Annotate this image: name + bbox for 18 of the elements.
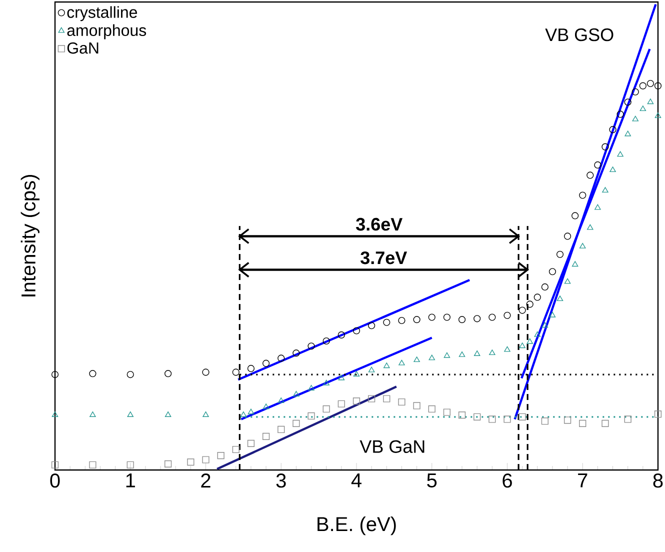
legend-label: amorphous: [67, 24, 146, 40]
x-tick-label: 6: [502, 474, 512, 488]
legend-label: GaN: [67, 42, 98, 54]
x-tick-label: 5: [427, 474, 437, 488]
x-tick-label: 1: [126, 474, 135, 488]
x-tick-label: 0: [50, 474, 60, 488]
y-axis-title: Intensity (cps): [20, 175, 40, 296]
annotation: 3.7eV: [360, 251, 408, 264]
x-tick-label: 3: [276, 474, 286, 488]
x-axis-title: B.E. (eV): [318, 516, 396, 536]
x-tick-label: 8: [653, 474, 663, 488]
annotation: VB GSO: [545, 28, 614, 42]
legend-label: crystalline: [67, 6, 138, 22]
annotation: VB GaN: [360, 440, 424, 453]
annotation: 3.6eV: [356, 218, 403, 231]
x-tick-label: 7: [578, 474, 588, 488]
x-tick-label: 4: [351, 474, 362, 488]
x-tick-label: 2: [201, 474, 210, 488]
